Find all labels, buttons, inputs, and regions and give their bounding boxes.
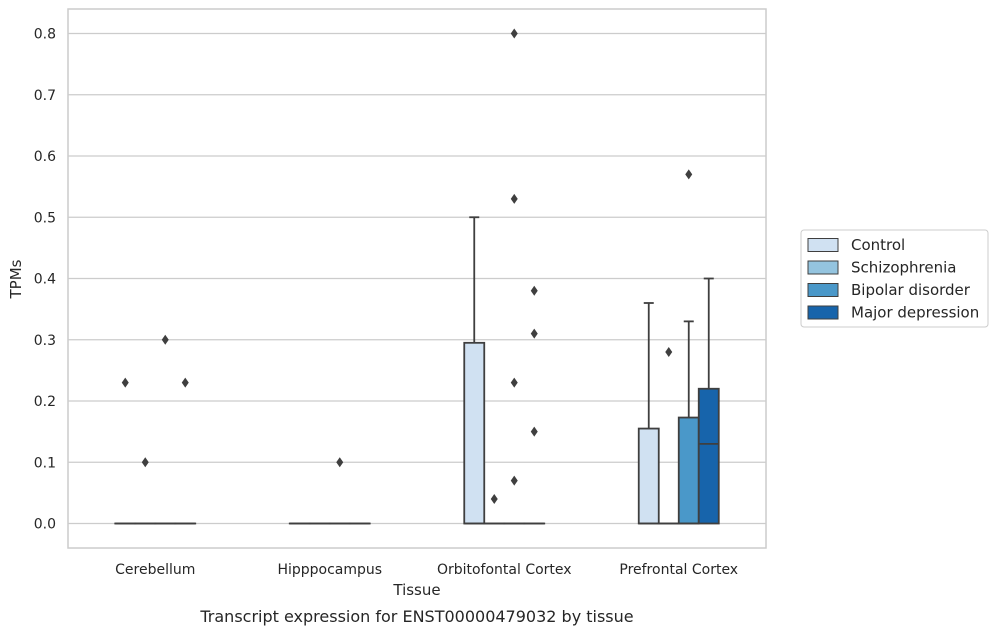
box-body xyxy=(463,341,486,525)
y-tick-label: 0.3 xyxy=(34,333,56,349)
box-body xyxy=(637,427,660,525)
box-body xyxy=(697,387,720,525)
y-axis-ticks: 0.0 0.1 0.2 0.3 0.4 0.5 0.6 0.7 0.8 xyxy=(34,27,56,533)
legend-label: Bipolar disorder xyxy=(851,281,971,299)
outlier-point xyxy=(161,334,169,345)
outlier-point xyxy=(510,28,518,39)
y-tick-label: 0.4 xyxy=(34,272,56,288)
box-body xyxy=(677,416,700,525)
y-tick-label: 0.0 xyxy=(34,517,56,533)
legend-swatch xyxy=(807,238,839,252)
x-tick-label: Prefrontal Cortex xyxy=(619,562,738,578)
outlier-point xyxy=(336,457,344,468)
outlier-point xyxy=(510,475,518,486)
legend-label: Schizophrenia xyxy=(851,259,956,277)
outlier-point xyxy=(141,457,149,468)
legend-label: Major depression xyxy=(851,304,979,322)
plot-frame xyxy=(67,8,767,549)
box-major-depression xyxy=(697,277,720,525)
box-control xyxy=(463,216,486,525)
outlier-point xyxy=(490,494,498,504)
outlier-points xyxy=(121,28,693,504)
y-tick-label: 0.2 xyxy=(34,394,56,410)
y-tick-label: 0.6 xyxy=(34,149,56,165)
y-tick-label: 0.7 xyxy=(34,88,56,104)
outlier-point xyxy=(530,328,538,339)
x-tick-label: Cerebellum xyxy=(115,562,195,578)
legend-label: Control xyxy=(851,236,905,254)
chart-caption: Transcript expression for ENST0000047903… xyxy=(199,607,633,626)
y-tick-label: 0.8 xyxy=(34,27,56,43)
outlier-point xyxy=(510,193,518,204)
box-groups xyxy=(114,216,720,525)
legend-swatch xyxy=(807,283,839,297)
box-control xyxy=(637,302,660,525)
outlier-point xyxy=(121,377,129,388)
y-axis-label: TPMs xyxy=(7,259,25,299)
legend-swatch xyxy=(807,260,839,275)
outlier-point xyxy=(665,347,673,357)
outlier-point xyxy=(530,426,538,437)
legend: Control Schizophrenia Bipolar disorder Majo… xyxy=(800,229,989,328)
y-tick-label: 0.5 xyxy=(34,210,56,226)
legend-frame xyxy=(800,229,989,328)
outlier-point xyxy=(685,169,693,180)
x-tick-label: Hipppocampus xyxy=(277,562,382,578)
outlier-point xyxy=(530,285,538,296)
x-axis-ticks: Cerebellum Hipppocampus Orbitofontal Corte… xyxy=(115,562,738,578)
x-axis-label: Tissue xyxy=(392,581,440,599)
x-tick-label: Orbitofontal Cortex xyxy=(437,562,572,578)
y-tick-label: 0.1 xyxy=(34,455,56,471)
legend-swatch xyxy=(807,305,839,320)
outlier-point xyxy=(181,377,189,388)
outlier-point xyxy=(510,377,518,388)
